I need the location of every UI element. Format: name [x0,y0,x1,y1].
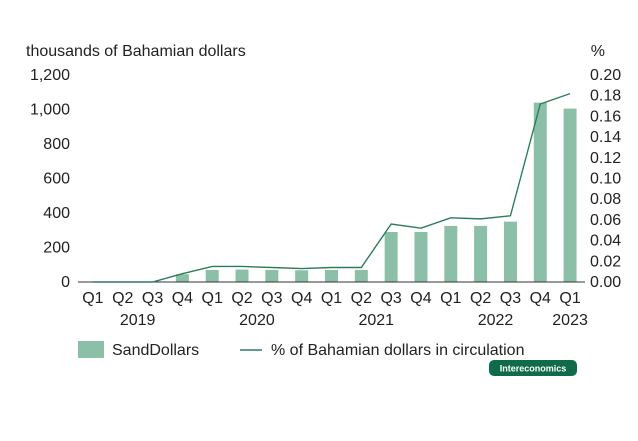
legend-bar-swatch [78,341,104,358]
x-year-label: 2022 [478,312,514,329]
x-tick-label: Q1 [82,290,103,307]
x-tick-label: Q1 [559,290,580,307]
bar [474,225,488,282]
x-year-labels: 2019 2020 2021 2022 2023 [120,312,588,329]
right-tick-label: 0.04 [590,233,621,250]
bar [503,221,517,282]
legend-line-label: % of Bahamian dollars in circulation [271,342,524,359]
x-tick-label: Q4 [172,290,193,307]
right-tick-label: 0.06 [590,212,621,229]
bar [325,269,338,282]
left-tick-label: 0 [61,274,70,291]
right-tick-label: 0.18 [590,88,621,105]
right-tick-label: 0.20 [590,67,621,84]
bar [235,269,249,282]
bar [354,269,368,282]
left-tick-label: 1,000 [30,102,70,119]
x-tick-label: Q1 [202,290,223,307]
bar [533,102,547,282]
publisher-badge: Intereconomics [489,360,577,376]
right-tick-label: 0.08 [590,191,621,208]
x-quarter-labels: Q1 Q2 Q3 Q4 Q1 Q2 Q3 Q4 Q1 Q2 Q3 Q4 Q1 Q2 Q3 Q4 Q1 [82,290,581,307]
left-tick-label: 800 [43,136,70,153]
x-tick-label: Q4 [530,290,551,307]
left-axis-title: thousands of Bahamian dollars [26,43,246,60]
x-tick-label: Q3 [261,290,282,307]
bars [175,102,577,282]
bar [295,270,309,282]
bar [414,231,428,282]
x-tick-label: Q4 [410,290,431,307]
left-tick-label: 600 [43,171,70,188]
right-axis-ticks: 0.00 0.02 0.04 0.06 0.08 0.10 0.12 0.14 0.16 0.18… [590,67,621,291]
right-tick-label: 0.12 [590,150,621,167]
badge-background [489,360,577,376]
bar [175,274,189,282]
x-year-label: 2020 [239,312,275,329]
left-tick-label: 1,200 [30,67,70,84]
x-tick-label: Q3 [142,290,163,307]
x-year-label: 2023 [552,312,588,329]
right-axis-title: % [591,43,605,60]
x-tick-label: Q3 [500,290,521,307]
x-year-label: 2021 [358,312,394,329]
left-tick-label: 400 [43,205,70,222]
bar [384,231,398,282]
bar [205,269,219,282]
x-tick-label: Q4 [291,290,312,307]
bar [563,108,577,282]
line-series [92,92,571,283]
right-tick-label: 0.16 [590,108,621,125]
x-tick-label: Q2 [351,290,372,307]
right-tick-label: 0.10 [590,171,621,188]
left-tick-label: 200 [43,240,70,257]
x-tick-label: Q2 [231,290,252,307]
legend-bar-label: SandDollars [112,342,199,359]
right-tick-label: 0.14 [590,129,621,146]
right-tick-label: 0.00 [590,274,621,291]
x-tick-label: Q1 [321,290,342,307]
legend: SandDollars % of Bahamian dollars in cir… [78,341,524,359]
left-axis-ticks: 0 200 400 600 800 1,000 1,200 [30,67,70,291]
x-tick-label: Q3 [380,290,401,307]
bar [265,269,279,282]
badge-label: Intereconomics [500,364,567,374]
x-tick-label: Q1 [440,290,461,307]
x-year-label: 2019 [120,312,156,329]
x-tick-label: Q2 [470,290,491,307]
x-tick-label: Q2 [112,290,133,307]
right-tick-label: 0.02 [590,253,621,270]
bar [444,225,458,282]
